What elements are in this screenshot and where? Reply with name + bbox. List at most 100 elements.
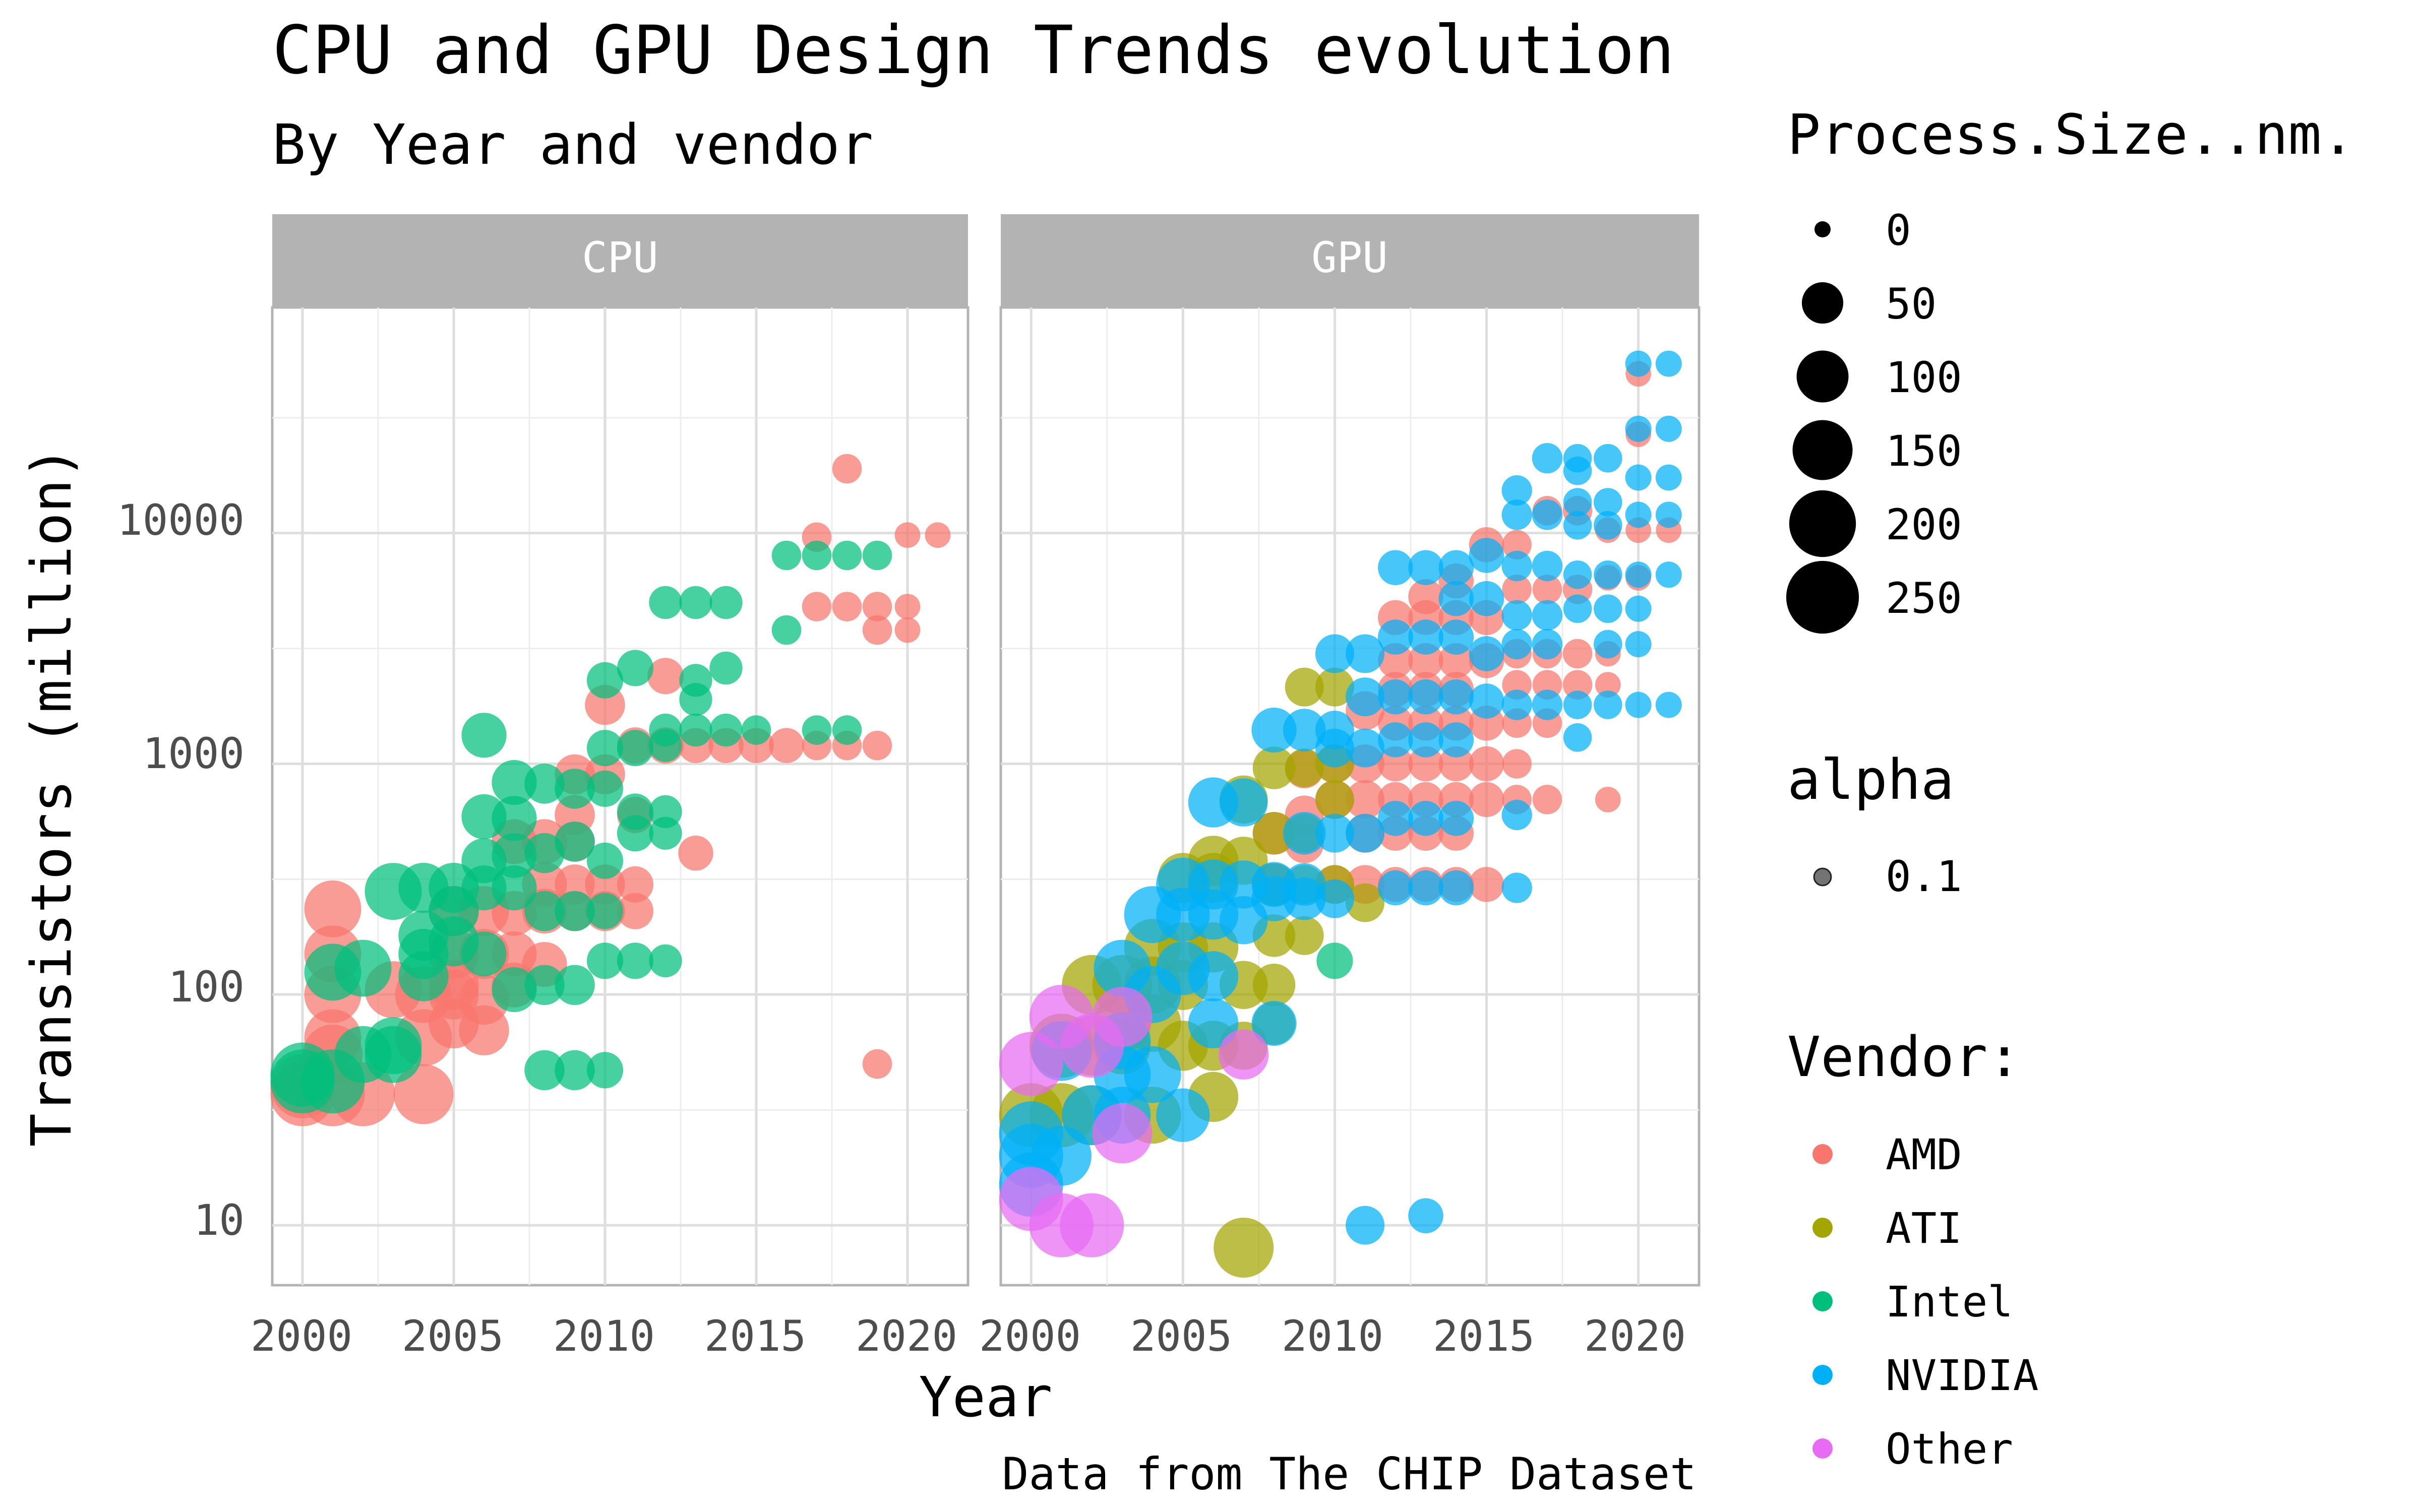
point-gpu-other — [1092, 987, 1153, 1047]
legend-alpha: alpha 0.1 — [1787, 747, 1962, 901]
point-cpu-amd — [769, 728, 804, 763]
point-cpu-intel — [617, 650, 654, 686]
chart-title: CPU and GPU Design Trends evolution — [272, 12, 1674, 89]
point-cpu-intel — [492, 760, 537, 805]
x-axis-cpu: 2000 2005 2010 2015 2020 — [251, 1311, 957, 1361]
point-gpu-nvidia — [1625, 350, 1652, 377]
point-cpu-intel — [802, 715, 832, 745]
point-gpu-amd — [1502, 530, 1532, 560]
point-gpu-nvidia — [1188, 998, 1239, 1049]
point-cpu-amd — [304, 880, 361, 937]
point-gpu-nvidia — [1501, 499, 1532, 530]
point-gpu-nvidia — [1594, 594, 1622, 623]
point-gpu-nvidia — [1625, 595, 1652, 622]
legend-size-keys — [1786, 221, 1859, 634]
point-gpu-nvidia — [1532, 443, 1563, 474]
point-gpu-nvidia — [1251, 708, 1297, 753]
point-gpu-other — [1219, 1029, 1269, 1080]
point-gpu-nvidia — [1501, 689, 1532, 720]
point-gpu-nvidia — [1438, 619, 1474, 655]
point-gpu-amd — [1378, 746, 1413, 782]
point-gpu-nvidia — [1625, 464, 1652, 491]
legend-vendor-key-nvidia — [1812, 1365, 1833, 1385]
point-cpu-intel — [862, 540, 892, 571]
x-axis-title: Year — [919, 1365, 1053, 1429]
point-gpu-nvidia — [1469, 538, 1504, 573]
point-cpu-intel — [365, 1017, 422, 1075]
legend-vendor-key-ati — [1812, 1218, 1833, 1238]
point-cpu-intel — [586, 893, 624, 929]
point-cpu-intel — [649, 586, 682, 619]
point-gpu-nvidia — [1469, 581, 1504, 616]
point-gpu-ati — [1252, 812, 1296, 855]
point-gpu-nvidia — [1378, 870, 1413, 906]
point-cpu-intel — [649, 795, 682, 829]
point-gpu-nvidia — [1346, 728, 1385, 768]
point-gpu-nvidia — [1501, 799, 1532, 831]
point-gpu-amd — [1502, 575, 1532, 604]
point-gpu-nvidia — [1532, 550, 1563, 582]
point-gpu-ati — [1214, 1218, 1274, 1278]
x-tick-label: 2000 — [979, 1311, 1081, 1361]
point-gpu-nvidia — [1346, 634, 1385, 673]
point-gpu-nvidia — [1594, 560, 1622, 589]
point-gpu-amd — [1532, 785, 1562, 814]
point-cpu-intel — [555, 891, 595, 931]
point-gpu-nvidia — [1563, 560, 1592, 589]
point-gpu-nvidia — [1156, 1088, 1210, 1142]
legend-size-key — [1801, 282, 1844, 324]
point-gpu-nvidia — [1438, 679, 1474, 715]
point-gpu-nvidia — [1501, 628, 1532, 660]
point-gpu-nvidia — [1346, 813, 1385, 853]
legend-size-key — [1792, 420, 1853, 480]
point-gpu-nvidia — [1438, 550, 1474, 586]
chart-caption: Data from The CHIP Dataset — [1002, 1448, 1697, 1500]
point-gpu-nvidia — [1408, 870, 1443, 906]
point-cpu-intel — [524, 764, 565, 804]
point-gpu-nvidia — [1594, 488, 1622, 517]
legend-vendor-label-nvidia: NVIDIA — [1886, 1351, 2038, 1400]
point-gpu-nvidia — [1563, 488, 1592, 517]
legend-vendor: Vendor: AMD ATI Intel NVIDIA Other — [1787, 1025, 2038, 1474]
point-cpu-intel — [617, 942, 654, 979]
point-cpu-intel — [586, 662, 624, 699]
y-tick-label: 100 — [168, 962, 245, 1012]
point-gpu-amd — [1408, 579, 1443, 614]
point-cpu-intel — [832, 715, 862, 745]
point-cpu-intel — [741, 715, 771, 745]
legend-size-label: 0 — [1886, 206, 1911, 255]
point-gpu-nvidia — [1251, 1000, 1297, 1046]
point-cpu-intel — [524, 833, 565, 873]
point-cpu-intel — [461, 713, 507, 758]
point-cpu-amd — [832, 454, 862, 484]
legend-vendor-label-intel: Intel — [1886, 1277, 2013, 1327]
legend-size-label: 200 — [1886, 500, 1962, 549]
point-gpu-nvidia — [1346, 1206, 1385, 1245]
x-tick-label: 2020 — [856, 1311, 957, 1361]
point-gpu-nvidia — [1532, 628, 1563, 660]
point-gpu-ati — [1315, 780, 1354, 819]
legend-size-key — [1786, 560, 1859, 634]
chart-subtitle: By Year and vendor — [272, 112, 873, 177]
point-cpu-intel — [617, 793, 654, 830]
point-gpu-nvidia — [1501, 550, 1532, 582]
point-gpu-ati — [1285, 667, 1324, 707]
legend-vendor-label-amd: AMD — [1886, 1130, 1962, 1179]
point-cpu-intel — [586, 1052, 624, 1089]
point-gpu-other — [1092, 1103, 1153, 1164]
point-cpu-amd — [862, 1049, 892, 1079]
facet-gpu-label: GPU — [1311, 233, 1388, 282]
point-gpu-nvidia — [1283, 709, 1326, 751]
point-gpu-nvidia — [1501, 872, 1532, 903]
point-gpu-ati — [1346, 883, 1385, 922]
point-cpu-amd — [862, 730, 892, 761]
legend-size-key — [1814, 221, 1831, 237]
legend-size-label: 150 — [1886, 426, 1962, 476]
point-gpu-nvidia — [1188, 951, 1239, 1001]
point-cpu-amd — [832, 592, 862, 621]
point-cpu-intel — [709, 586, 743, 619]
point-gpu-ati — [1285, 748, 1324, 788]
point-gpu-nvidia — [1438, 722, 1474, 758]
point-gpu-nvidia — [1469, 636, 1504, 671]
point-gpu-nvidia — [1315, 813, 1354, 853]
